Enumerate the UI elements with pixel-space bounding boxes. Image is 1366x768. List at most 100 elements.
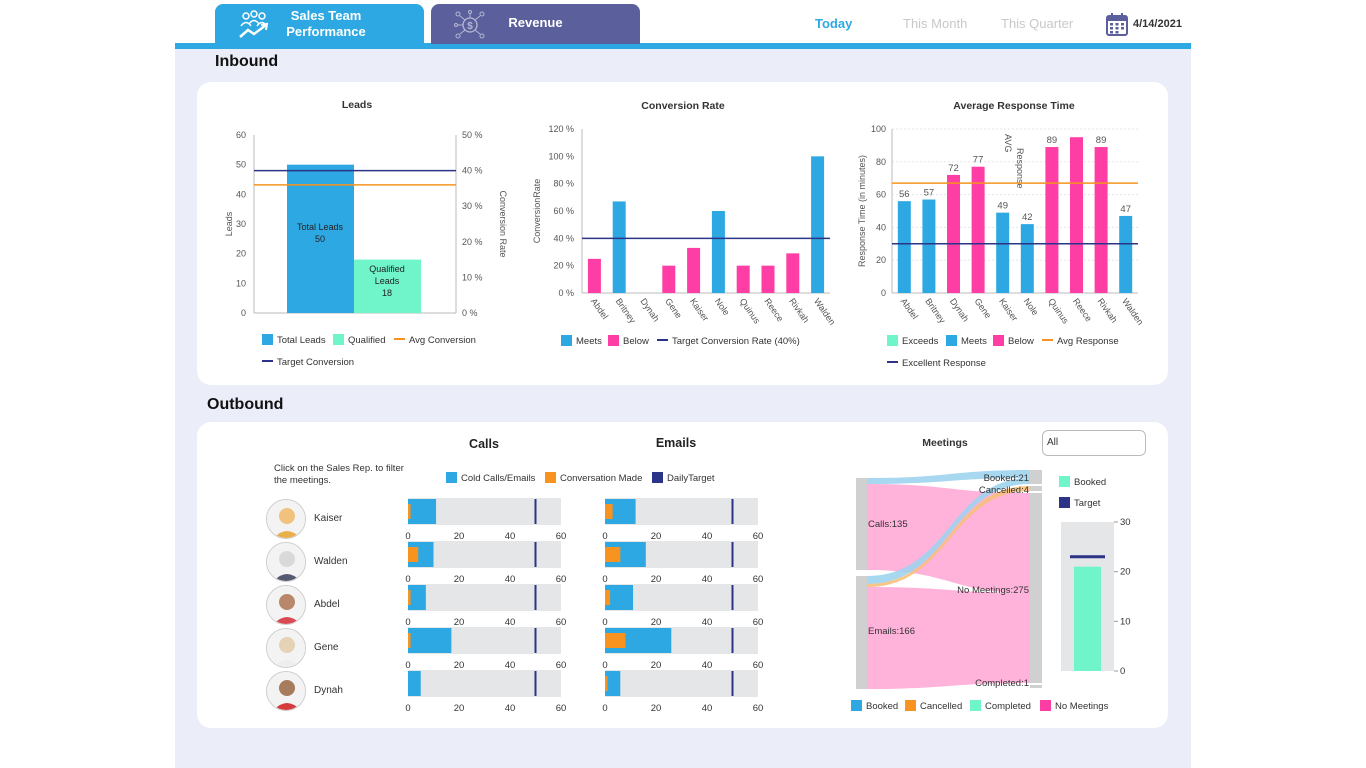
svg-text:$: $	[467, 21, 473, 32]
gauge-tick: 10	[1120, 616, 1131, 627]
emails-bar	[605, 671, 621, 696]
emails-axis-tick: 20	[651, 617, 662, 628]
sales-rep-name[interactable]: Kaiser	[314, 513, 343, 524]
sales-rep-item[interactable]: Gene	[266, 628, 396, 668]
sankey-node-calls	[856, 478, 867, 570]
meetings-title: Meetings	[922, 437, 968, 449]
person-avatar-icon	[267, 586, 305, 624]
response-y-tick: 40	[876, 222, 886, 232]
avatar[interactable]	[266, 499, 306, 539]
sankey-node-booked	[1030, 470, 1042, 484]
response-x-tick: Dynah	[948, 296, 971, 323]
emails-axis-tick: 0	[602, 660, 607, 671]
conversion-legend-target: Target Conversion Rate (40%)	[672, 336, 800, 347]
leads-y2-tick: 40 %	[462, 166, 483, 176]
response-annotation-word: Response	[1015, 148, 1025, 189]
conversion-bar	[612, 201, 626, 293]
leads-legend-qualified: Qualified	[348, 335, 386, 346]
leads-bar	[354, 259, 421, 313]
person-avatar-icon	[267, 500, 305, 538]
response-x-tick: Nole	[1022, 296, 1041, 317]
calls-axis-tick: 20	[454, 617, 465, 628]
emails-axis-tick: 40	[702, 617, 713, 628]
emails-axis-tick: 60	[753, 617, 764, 628]
emails-bar-track	[605, 670, 758, 697]
calls-axis-tick: 20	[454, 660, 465, 671]
header-accent-line	[175, 43, 1191, 49]
leads-y2-tick: 10 %	[462, 272, 483, 282]
leads-bar	[287, 164, 354, 313]
period-this-month[interactable]: This Month	[903, 16, 968, 31]
response-data-label: 42	[1022, 212, 1033, 223]
leads-y-tick: 60	[236, 130, 246, 140]
sales-rep-item[interactable]: Walden	[266, 542, 396, 582]
leads-legend-avg: Avg Conversion	[409, 335, 476, 346]
emails-axis-tick: 60	[753, 574, 764, 585]
response-y-tick: 20	[876, 255, 886, 265]
calls-axis-tick: 40	[505, 574, 516, 585]
response-y-label: Response Time (in minutes)	[857, 155, 867, 267]
conversion-y-tick: 20 %	[553, 261, 574, 271]
leads-chart-title: Leads	[342, 99, 373, 111]
sales-rep-name[interactable]: Gene	[314, 642, 339, 653]
conversion-x-tick: Reece	[762, 296, 785, 323]
meetings-legend-cancelled: Cancelled	[920, 701, 962, 712]
emails-axis-tick: 20	[651, 574, 662, 585]
avatar[interactable]	[266, 671, 306, 711]
leads-y2-label: Conversion Rate	[498, 190, 508, 257]
meetings-legend-no-meetings-swatch	[1040, 700, 1051, 711]
outbound-legend-conversation-swatch	[545, 472, 556, 483]
sales-rep-name[interactable]: Abdel	[314, 599, 340, 610]
tab-revenue[interactable]: $ Revenue	[431, 4, 640, 44]
sales-rep-item[interactable]: Kaiser	[266, 499, 396, 539]
response-legend-below: Below	[1008, 336, 1034, 347]
calls-axis-tick: 40	[505, 703, 516, 714]
period-today[interactable]: Today	[815, 16, 853, 31]
sales-rep-item[interactable]: Dynah	[266, 671, 396, 711]
conversion-y-tick: 0 %	[558, 288, 574, 298]
avatar[interactable]	[266, 542, 306, 582]
person-avatar-icon	[267, 629, 305, 667]
sankey-flow-calls-booked	[867, 470, 1030, 484]
meetings-filter-select[interactable]: All	[1042, 430, 1146, 456]
meetings-legend-completed-swatch	[970, 700, 981, 711]
tab-label-line1: Sales Team	[290, 8, 362, 23]
emails-axis-tick: 60	[753, 660, 764, 671]
response-x-tick: Reece	[1071, 296, 1094, 323]
outbound-legend-target: DailyTarget	[667, 473, 715, 484]
calls-axis-tick: 0	[405, 660, 410, 671]
sales-rep-item[interactable]: Abdel	[266, 585, 396, 625]
avatar[interactable]	[266, 585, 306, 625]
conversion-bar	[736, 265, 750, 293]
sales-rep-name[interactable]: Walden	[314, 556, 348, 567]
emails-axis-tick: 20	[651, 531, 662, 542]
response-x-tick: Quinus	[1046, 296, 1071, 326]
meetings-legend-cancelled-swatch	[905, 700, 916, 711]
calls-axis-tick: 0	[405, 531, 410, 542]
period-this-quarter[interactable]: This Quarter	[1001, 16, 1074, 31]
leads-y2-tick: 30 %	[462, 201, 483, 211]
emails-axis-tick: 60	[753, 531, 764, 542]
response-x-tick: Rivkah	[1095, 296, 1119, 324]
calls-bar	[408, 671, 421, 696]
gauge-legend-target: Target	[1074, 498, 1101, 509]
sales-rep-name[interactable]: Dynah	[314, 685, 343, 696]
sankey-flow-emails-cancelled	[867, 486, 1030, 587]
calls-axis-tick: 60	[556, 617, 567, 628]
sankey-node-cancelled	[1030, 486, 1042, 491]
calls-axis-tick: 20	[454, 703, 465, 714]
response-chart-title: Average Response Time	[953, 100, 1075, 112]
conversion-legend-meets: Meets	[576, 336, 602, 347]
avatar[interactable]	[266, 628, 306, 668]
sankey-label-booked: Booked:21	[984, 473, 1029, 484]
tab-sales-team-performance[interactable]: Sales Team Performance	[215, 4, 424, 44]
calls-axis-tick: 40	[505, 617, 516, 628]
sankey-node-completed	[1030, 685, 1042, 688]
meetings-legend-no-meetings: No Meetings	[1055, 701, 1109, 712]
calls-conversation-bar	[408, 590, 411, 605]
leads-bar-label: Qualified	[369, 264, 405, 274]
conversion-x-tick: Gene	[663, 296, 684, 320]
calendar-icon[interactable]	[1106, 12, 1128, 36]
calls-bar-track	[408, 670, 561, 697]
